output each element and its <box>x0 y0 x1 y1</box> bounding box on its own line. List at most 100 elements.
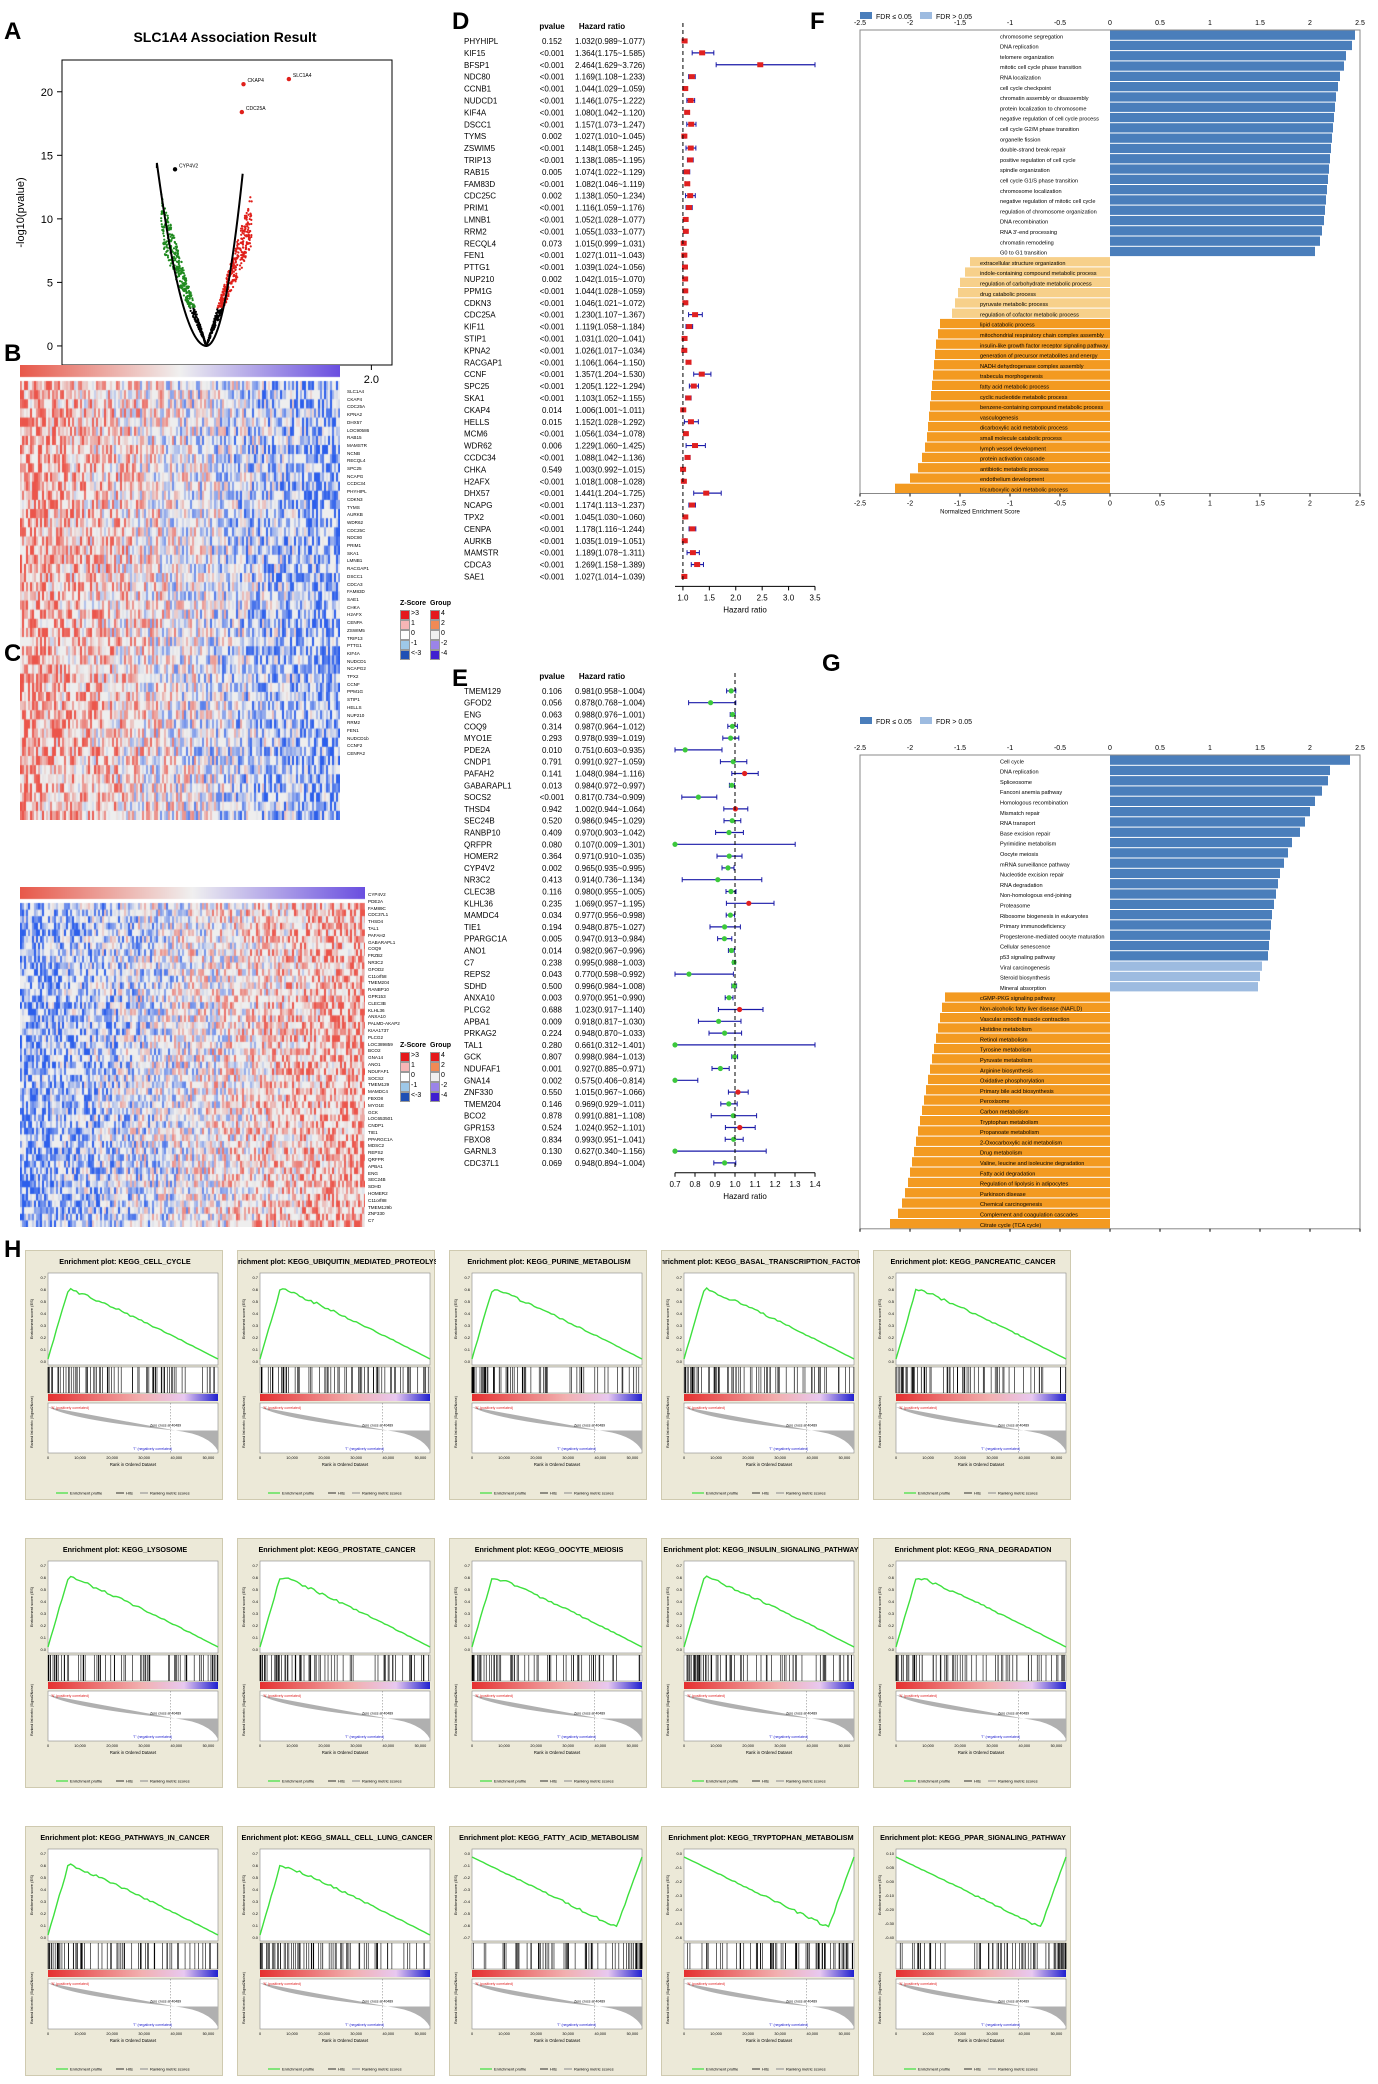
forest-pvalue: 0.002 <box>542 1076 563 1085</box>
volcano-point <box>237 251 240 254</box>
forest-xtick-label: 3.0 <box>783 593 795 602</box>
volcano-point <box>226 273 229 276</box>
gsea-ytick-label: -0.30 <box>885 1921 895 1926</box>
enrichment-bar <box>965 267 1110 277</box>
forest-gene-label: KIF15 <box>464 49 486 58</box>
gsea-xlabel: Rank in Ordered Dataset <box>110 2038 157 2043</box>
gsea-legend-hits: Hits <box>762 2067 769 2072</box>
forest-pvalue: <0.001 <box>540 489 565 498</box>
forest-hr-value: 0.987(0.964~1.012) <box>575 722 645 731</box>
forest-gene-label: GCK <box>464 1053 482 1062</box>
legend-label-ns: FDR > 0.05 <box>936 14 972 21</box>
volcano-point <box>207 336 211 340</box>
gsea-plot-svg: Enrichment plot: KEGG_BASAL_TRANSCRIPTIO… <box>656 1257 867 1496</box>
bar-xtick-label: -2 <box>907 501 913 508</box>
volcano-ytick-label: 15 <box>41 150 53 162</box>
gsea-zero-cross-label: Zero cross at 40489 <box>362 2000 393 2004</box>
heatmap-gene-label: PAFAH2 <box>368 932 386 938</box>
enrichment-bar <box>1110 205 1325 215</box>
forest-pvalue: <0.001 <box>540 453 565 462</box>
forest-gene-label: PAFAH2 <box>464 770 495 779</box>
enrichment-term-label: Arginine biosynthesis <box>980 1068 1033 1074</box>
volcano-point <box>166 256 170 259</box>
enrichment-bar <box>905 1188 1110 1198</box>
forest-gene-label: KLHL36 <box>464 899 493 908</box>
forest-gene-label: CDC25A <box>464 311 496 320</box>
gsea-xtick-label: 10,000 <box>74 1456 86 1460</box>
gsea-ytick-label: 0.1 <box>464 1635 470 1640</box>
enrichment-bar <box>936 1033 1110 1043</box>
enrichment-bar <box>1110 123 1333 133</box>
bar-top-tick-label: -1.5 <box>954 745 966 752</box>
legend-group-swatch <box>430 640 440 650</box>
legend-swatch-ns <box>920 717 932 724</box>
volcano-point <box>240 266 243 269</box>
enrichment-term-label: Regulation of lipolysis in adipocytes <box>980 1182 1069 1188</box>
gsea-plot-svg: Enrichment plot: KEGG_PPAR_SIGNALING_PAT… <box>877 1833 1067 2072</box>
gsea-ytick-label: 0.0 <box>888 1647 894 1652</box>
forest-pvalue: 0.194 <box>542 923 563 932</box>
heatmap-gene-label: FBXO8 <box>368 1095 384 1101</box>
gsea-negative-label: 'T' (negatively correlated) <box>981 1735 1020 1739</box>
forest-point <box>682 747 688 753</box>
forest-point <box>729 782 735 788</box>
forest-point <box>682 431 689 437</box>
enrichment-term-label: Carbon metabolism <box>980 1110 1029 1116</box>
gsea-negative-label: 'T' (negatively correlated) <box>345 2023 384 2027</box>
heatmap-gene-label: MAMSTR <box>347 442 367 448</box>
forest-xtick-label: 0.8 <box>689 1180 701 1189</box>
heatmap-gene-label: DHX57 <box>347 419 362 425</box>
forest-gene-label: TRIP13 <box>464 156 492 165</box>
volcano-point <box>166 220 169 224</box>
forest-point <box>681 252 688 258</box>
heatmap-gene-label: CLEC3B <box>368 1000 386 1006</box>
forest-point <box>737 1006 743 1013</box>
volcano-point <box>186 287 189 290</box>
enrichment-bar <box>1110 796 1315 806</box>
gsea-xlabel: Rank in Ordered Dataset <box>746 1462 793 1467</box>
gsea-legend-profile: Enrichment profile <box>70 1779 103 1784</box>
forest-gene-label: NDC80 <box>464 73 491 82</box>
forest-gene-label: PRKAG2 <box>464 1029 497 1038</box>
legend-zscore-swatch <box>400 1092 410 1102</box>
volcano-point <box>230 282 233 285</box>
forest-gene-label: SKA1 <box>464 394 485 403</box>
forest-point <box>682 86 689 92</box>
enrichment-term-label: regulation of carbohydrate metabolic pro… <box>980 282 1092 288</box>
panel-label-d: D <box>452 8 470 35</box>
gsea-ytick-label: 0.2 <box>40 1335 46 1340</box>
gsea-ytick-label: 0.0 <box>676 1851 682 1856</box>
forest-gene-label: FBXO8 <box>464 1135 491 1144</box>
forest-pvalue: <0.001 <box>540 204 565 213</box>
forest-hr-value: 1.269(1.158~1.389) <box>575 561 645 570</box>
enrichment-term-label: Spliceosome <box>1000 780 1032 786</box>
gsea-metric-frame <box>471 1690 643 1742</box>
forest-gene-label: TPX2 <box>464 513 485 522</box>
forest-gene-label: CCNB1 <box>464 85 492 94</box>
gsea-xtick-label: 40,000 <box>806 2032 818 2036</box>
gsea-xtick-label: 30,000 <box>774 1456 786 1460</box>
enrichment-bar <box>1110 174 1328 184</box>
gsea-es-label: Enrichment score (ES) <box>453 1586 458 1627</box>
gsea-negative-label: 'T' (negatively correlated) <box>557 1735 596 1739</box>
forest-pvalue: 0.409 <box>542 829 563 838</box>
forest-pvalue: <0.001 <box>540 215 565 224</box>
forest-pvalue: 0.314 <box>542 722 563 731</box>
bar-top-tick-label: 0.5 <box>1155 20 1165 27</box>
volcano-point <box>249 196 252 199</box>
gsea-ytick-label: 0.5 <box>888 1299 894 1304</box>
volcano-point <box>184 283 187 286</box>
volcano-point <box>191 305 194 308</box>
forest-point <box>726 829 732 836</box>
forest-hr-value: 0.627(0.340~1.156) <box>575 1147 645 1156</box>
forest-gene-label: H2AFX <box>464 477 490 486</box>
forest-xtick-label: 1.3 <box>789 1180 801 1189</box>
volcano-point <box>177 273 181 276</box>
gsea-legend-metric: Ranking metric scores <box>362 1779 402 1784</box>
volcano-point <box>227 270 230 274</box>
forest-pvalue: <0.001 <box>540 299 565 308</box>
enrichment-term-label: RNA 3'-end processing <box>1000 230 1057 236</box>
forest-gene-label: CCNF <box>464 370 486 379</box>
forest-pvalue: <0.001 <box>540 108 565 117</box>
volcano-frame <box>61 59 393 366</box>
